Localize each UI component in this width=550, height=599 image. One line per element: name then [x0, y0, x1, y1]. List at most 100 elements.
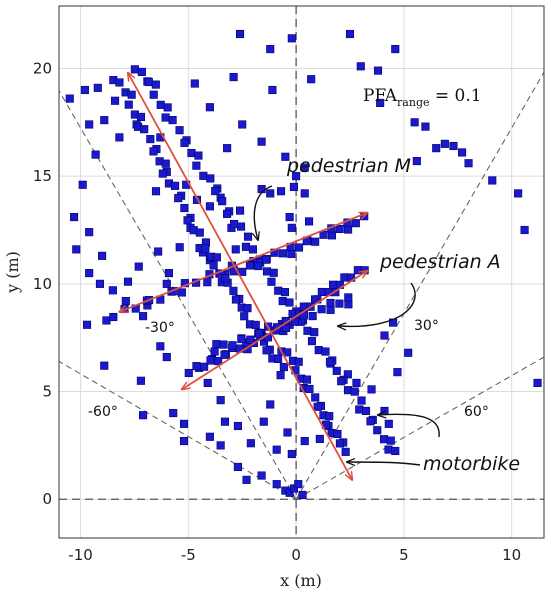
- data-point: [303, 326, 312, 335]
- data-point: [108, 286, 117, 295]
- data-point: [163, 103, 172, 112]
- data-point: [124, 100, 133, 109]
- data-point: [236, 206, 245, 215]
- data-point: [274, 354, 283, 364]
- data-point: [257, 185, 266, 194]
- data-point: [366, 417, 375, 426]
- data-point: [311, 237, 320, 246]
- plot-frame: [58, 5, 545, 539]
- data-point: [177, 288, 186, 297]
- data-point: [130, 65, 139, 74]
- data-point: [221, 274, 230, 283]
- data-point: [384, 419, 393, 428]
- data-point: [238, 120, 247, 129]
- data-point: [267, 277, 276, 286]
- data-point: [353, 266, 362, 275]
- data-point: [140, 125, 149, 134]
- data-point: [380, 406, 389, 415]
- data-point: [82, 320, 92, 329]
- data-point: [175, 126, 184, 135]
- data-point: [287, 249, 296, 258]
- data-point: [278, 297, 287, 306]
- data-point: [134, 262, 143, 271]
- data-point: [278, 249, 287, 258]
- data-point: [216, 396, 225, 405]
- data-point: [203, 278, 212, 287]
- data-point: [464, 159, 473, 168]
- data-point: [149, 90, 158, 99]
- data-point: [192, 362, 201, 371]
- data-point: [315, 434, 324, 443]
- data-point: [151, 187, 161, 196]
- data-point: [233, 462, 242, 471]
- data-point: [332, 366, 341, 375]
- data-point: [205, 103, 214, 112]
- data-point: [109, 312, 118, 322]
- annotation-pedestrian-m: pedestrian M: [286, 155, 411, 177]
- data-point: [308, 312, 317, 321]
- data-point: [139, 312, 148, 321]
- data-point: [269, 268, 278, 277]
- data-point: [344, 225, 353, 234]
- data-point: [251, 320, 260, 329]
- data-point: [355, 405, 364, 414]
- data-point: [78, 180, 87, 189]
- data-point: [333, 429, 342, 439]
- data-point: [280, 288, 290, 297]
- data-point: [341, 447, 350, 456]
- data-point: [373, 426, 382, 435]
- data-point: [85, 120, 94, 129]
- data-point: [410, 118, 419, 127]
- data-point: [80, 85, 89, 95]
- x-axis-label: x (m): [280, 571, 322, 590]
- data-point: [98, 251, 107, 260]
- data-point: [236, 222, 246, 231]
- data-point: [335, 224, 344, 234]
- data-point: [161, 113, 170, 122]
- data-point: [412, 157, 421, 166]
- data-point: [246, 335, 255, 344]
- data-point: [229, 73, 238, 82]
- data-point: [137, 67, 146, 76]
- data-point: [194, 151, 203, 160]
- data-point: [262, 255, 271, 264]
- data-point: [327, 231, 336, 240]
- x-tick-label: 0: [291, 546, 301, 564]
- data-point: [206, 174, 215, 183]
- data-point: [151, 80, 160, 89]
- data-point: [183, 216, 192, 225]
- data-point: [361, 406, 371, 415]
- data-point: [206, 356, 215, 365]
- data-point: [294, 480, 303, 489]
- data-point: [212, 253, 221, 262]
- data-point: [300, 437, 309, 446]
- data-point: [340, 273, 349, 282]
- data-point: [154, 247, 163, 256]
- x-tick-label: -5: [181, 546, 196, 564]
- data-point: [245, 261, 254, 270]
- y-axis-label: y (m): [3, 251, 22, 294]
- data-point: [243, 232, 253, 241]
- data-point: [136, 376, 145, 385]
- data-point: [158, 169, 167, 178]
- data-point: [326, 298, 335, 308]
- data-point: [231, 295, 240, 304]
- data-point: [218, 197, 227, 206]
- data-point: [255, 329, 264, 338]
- data-point: [294, 243, 304, 252]
- data-point: [85, 228, 94, 237]
- data-point: [115, 133, 124, 142]
- data-point: [404, 348, 413, 357]
- data-point: [379, 435, 389, 444]
- callout-motorbike: [378, 414, 440, 438]
- x-tick-label: 5: [399, 546, 409, 564]
- x-tick-label: -10: [68, 546, 93, 564]
- data-point: [304, 217, 314, 226]
- data-point: [231, 245, 240, 254]
- callout-pedestrian-m: [254, 185, 273, 240]
- data-point: [325, 357, 335, 366]
- data-point: [307, 337, 317, 346]
- data-point: [272, 480, 281, 489]
- data-point: [345, 29, 355, 39]
